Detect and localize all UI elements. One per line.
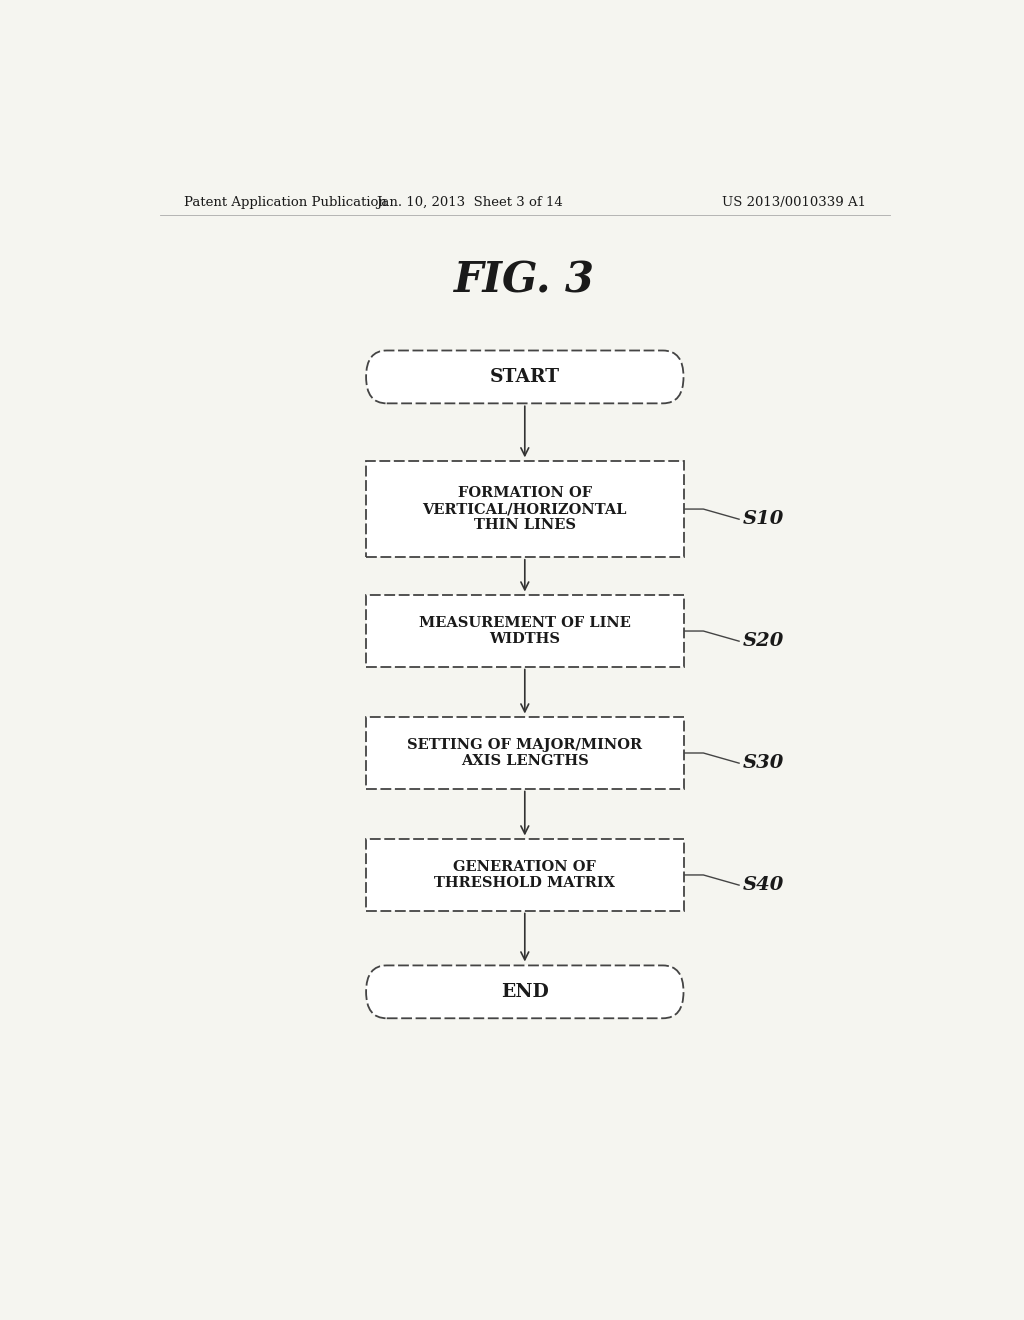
Text: US 2013/0010339 A1: US 2013/0010339 A1: [722, 195, 866, 209]
Text: Patent Application Publication: Patent Application Publication: [183, 195, 386, 209]
Text: S10: S10: [743, 511, 784, 528]
FancyBboxPatch shape: [367, 351, 684, 404]
Text: GENERATION OF
THRESHOLD MATRIX: GENERATION OF THRESHOLD MATRIX: [434, 859, 615, 890]
Text: SETTING OF MAJOR/MINOR
AXIS LENGTHS: SETTING OF MAJOR/MINOR AXIS LENGTHS: [408, 738, 642, 768]
Text: S20: S20: [743, 632, 784, 651]
Text: S30: S30: [743, 754, 784, 772]
FancyBboxPatch shape: [367, 718, 684, 788]
Text: START: START: [489, 368, 560, 385]
Text: FORMATION OF
VERTICAL/HORIZONTAL
THIN LINES: FORMATION OF VERTICAL/HORIZONTAL THIN LI…: [423, 486, 627, 532]
Text: Jan. 10, 2013  Sheet 3 of 14: Jan. 10, 2013 Sheet 3 of 14: [376, 195, 562, 209]
FancyBboxPatch shape: [367, 965, 684, 1018]
Text: MEASUREMENT OF LINE
WIDTHS: MEASUREMENT OF LINE WIDTHS: [419, 616, 631, 645]
Text: S40: S40: [743, 876, 784, 894]
FancyBboxPatch shape: [367, 840, 684, 911]
FancyBboxPatch shape: [367, 595, 684, 667]
FancyBboxPatch shape: [367, 461, 684, 557]
Text: FIG. 3: FIG. 3: [455, 259, 595, 301]
Text: END: END: [501, 983, 549, 1001]
